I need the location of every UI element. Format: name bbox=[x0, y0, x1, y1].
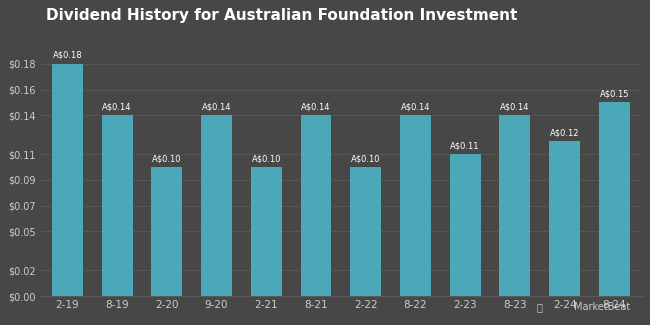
Bar bbox=[251, 167, 281, 296]
Text: A$0.18: A$0.18 bbox=[53, 51, 83, 60]
Text: MarketBeat: MarketBeat bbox=[574, 302, 630, 312]
Text: A$0.12: A$0.12 bbox=[550, 128, 579, 137]
Bar bbox=[549, 141, 580, 296]
Text: A$0.14: A$0.14 bbox=[103, 102, 132, 111]
Text: A$0.10: A$0.10 bbox=[252, 154, 281, 163]
Text: A$0.14: A$0.14 bbox=[202, 102, 231, 111]
Text: Dividend History for Australian Foundation Investment: Dividend History for Australian Foundati… bbox=[46, 8, 517, 23]
Text: A$0.10: A$0.10 bbox=[152, 154, 181, 163]
Bar bbox=[499, 115, 530, 296]
Bar bbox=[202, 115, 232, 296]
Bar bbox=[52, 64, 83, 296]
Text: A$0.11: A$0.11 bbox=[450, 141, 480, 150]
Bar bbox=[102, 115, 133, 296]
Text: A$0.14: A$0.14 bbox=[500, 102, 530, 111]
Text: A$0.15: A$0.15 bbox=[599, 90, 629, 98]
Text: A$0.14: A$0.14 bbox=[400, 102, 430, 111]
Bar bbox=[301, 115, 332, 296]
Text: ⨿: ⨿ bbox=[537, 302, 543, 312]
Text: A$0.14: A$0.14 bbox=[302, 102, 331, 111]
Text: A$0.10: A$0.10 bbox=[351, 154, 380, 163]
Bar bbox=[350, 167, 381, 296]
Bar bbox=[151, 167, 182, 296]
Bar bbox=[400, 115, 431, 296]
Bar bbox=[450, 154, 480, 296]
Bar bbox=[599, 102, 630, 296]
